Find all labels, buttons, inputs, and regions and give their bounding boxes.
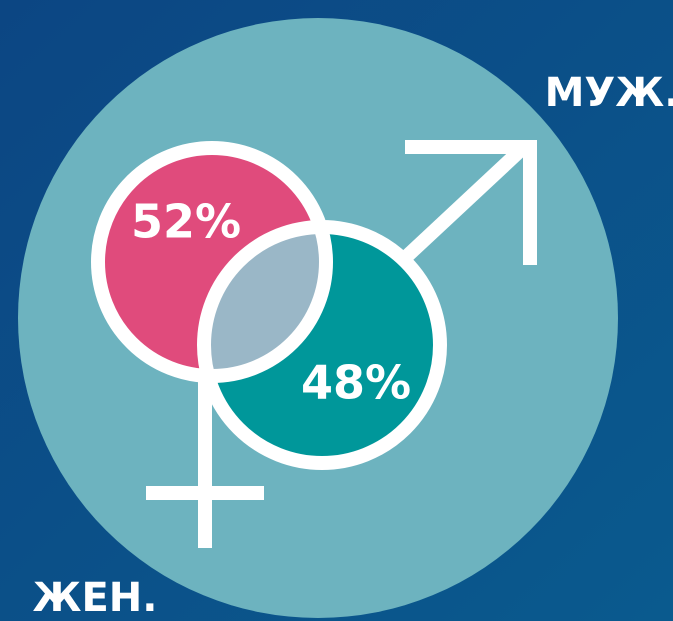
male-arrow xyxy=(400,140,537,265)
male-ring xyxy=(197,220,447,470)
female-label: ЖЕН. xyxy=(33,575,158,621)
male-label: МУЖ. xyxy=(545,70,673,116)
female-share: 52% xyxy=(131,195,241,249)
female-cross xyxy=(146,378,264,548)
male-share: 48% xyxy=(301,356,411,410)
